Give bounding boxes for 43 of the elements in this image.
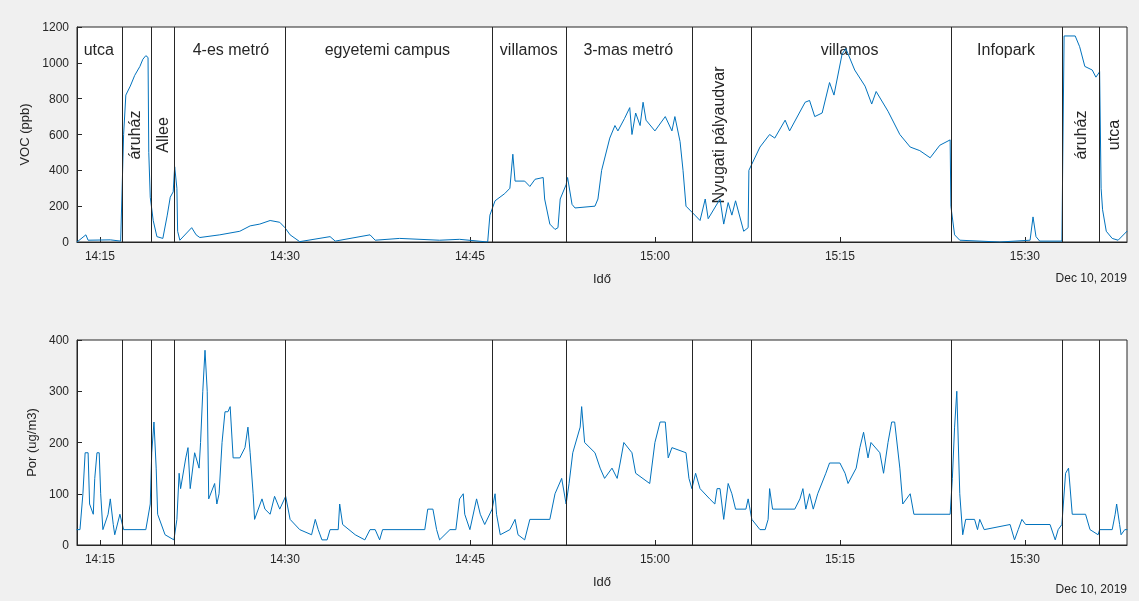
annotation: áruház: [1072, 110, 1090, 160]
y-tick-label: 1000: [42, 55, 70, 70]
x-tick-label: 14:15: [84, 249, 116, 263]
y-axis-title: VOC (ppb): [17, 103, 33, 166]
text: Dec 10, 2019: [1055, 582, 1128, 596]
annotation: 4-es metró: [192, 40, 270, 58]
y-axis-title: Por (ug/m3): [24, 408, 40, 477]
y-tick-label: 200: [48, 435, 70, 450]
annotation: villamos: [499, 40, 558, 58]
line-series: [76, 349, 1128, 541]
x-axis-title: Idő: [592, 271, 612, 286]
annotation: Infopark: [977, 40, 1036, 58]
y-tick-label: 400: [48, 333, 70, 347]
annotation: utca: [83, 40, 115, 58]
x-tick-label: 14:45: [454, 249, 486, 263]
y-tick-label: 0: [62, 538, 70, 552]
annotation: áruház: [126, 110, 144, 160]
y-tick-label: 200: [48, 199, 70, 214]
annotation: villamos: [820, 40, 879, 58]
x-tick-label: 14:30: [269, 249, 301, 263]
x-tick-label: 15:15: [824, 552, 856, 566]
x-tick-label: 14:15: [84, 552, 116, 566]
x-tick-label: 15:00: [639, 552, 671, 566]
y-tick-label: 100: [48, 486, 70, 501]
annotation: Nyugati pályaudvar: [710, 65, 728, 204]
y-tick-label: 0: [62, 235, 70, 249]
x-tick-label: 15:30: [1009, 249, 1041, 263]
annotation: Allee: [154, 117, 172, 153]
x-tick-label: 15:00: [639, 249, 671, 263]
x-tick-label: 15:30: [1009, 552, 1041, 566]
text: Dec 10, 2019: [1055, 271, 1128, 285]
y-tick-label: 1200: [42, 20, 70, 34]
y-tick-label: 400: [48, 163, 70, 178]
y-tick-label: 800: [48, 91, 70, 106]
annotation: utca: [1104, 119, 1122, 151]
x-tick-label: 15:15: [824, 249, 856, 263]
annotation: 3-mas metró: [583, 40, 674, 58]
annotation: egyetemi campus: [324, 40, 451, 58]
x-tick-label: 14:30: [269, 552, 301, 566]
x-axis-title: Idő: [592, 574, 612, 589]
y-tick-label: 600: [48, 127, 70, 142]
x-tick-label: 14:45: [454, 552, 486, 566]
y-tick-label: 300: [48, 384, 70, 399]
